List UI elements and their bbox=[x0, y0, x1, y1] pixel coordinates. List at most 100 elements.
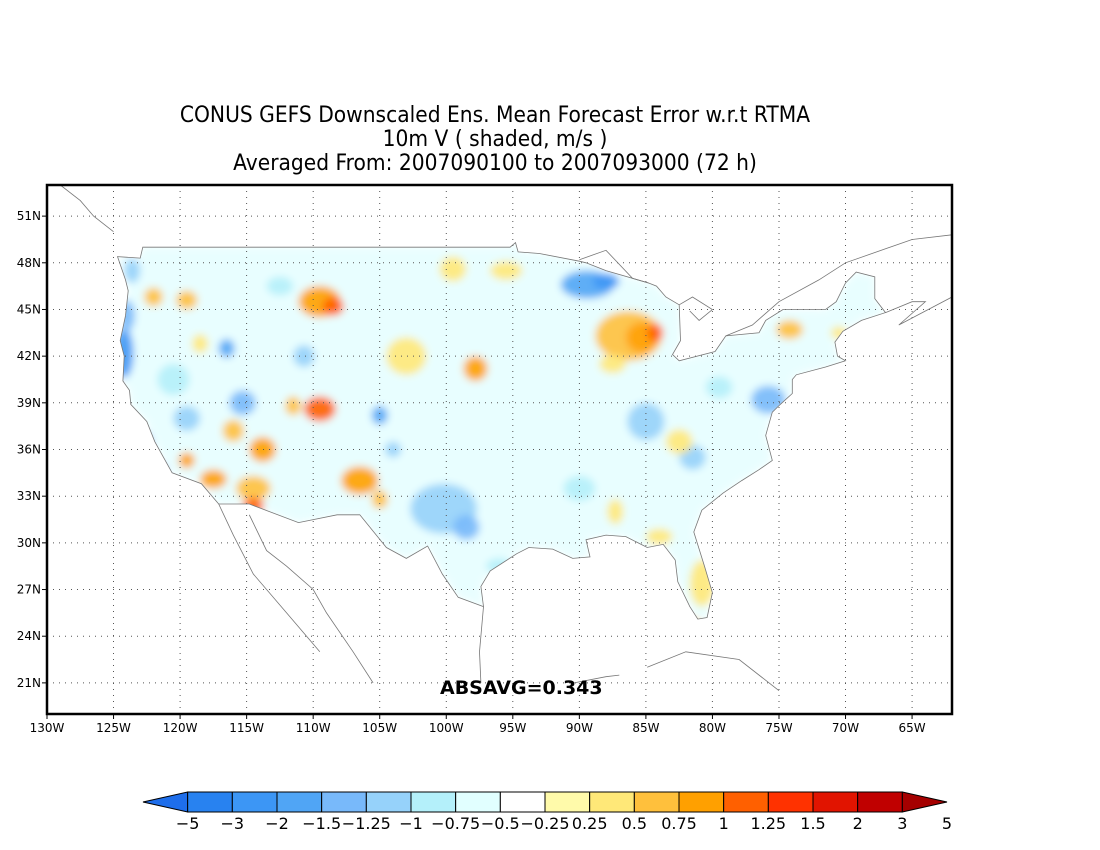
field-blob-33 bbox=[322, 297, 344, 316]
field-blob-36 bbox=[341, 466, 379, 495]
lat-label-1: 24N bbox=[17, 629, 41, 643]
colorbar-swatch-3 bbox=[276, 791, 323, 813]
colorbar-swatch-17 bbox=[901, 791, 948, 813]
field-blob-2 bbox=[124, 258, 141, 283]
field-blob-29 bbox=[200, 469, 227, 489]
colorbar-label-3: −1.5 bbox=[302, 814, 341, 833]
colorbar-swatch-5 bbox=[365, 791, 412, 813]
lon-label-7: 95W bbox=[499, 721, 526, 735]
coast-line-6 bbox=[725, 234, 952, 337]
field-blob-12 bbox=[385, 441, 401, 458]
lon-label-12: 70W bbox=[832, 721, 859, 735]
lon-label-1: 125W bbox=[96, 721, 131, 735]
colorbar-label-13: 1.25 bbox=[750, 814, 786, 833]
colorbar-swatch-7 bbox=[455, 791, 501, 813]
map-title-line2: 10m V ( shaded, m/s ) bbox=[382, 127, 608, 152]
colorbar-label-6: −0.75 bbox=[431, 814, 480, 833]
lat-label-9: 48N bbox=[17, 256, 41, 270]
field-blob-40 bbox=[439, 256, 467, 282]
colorbar-swatch-6 bbox=[410, 791, 457, 813]
field-blob-45 bbox=[599, 354, 626, 374]
field-blob-24 bbox=[176, 290, 198, 310]
coast-line-2 bbox=[248, 514, 374, 684]
field-clip-group bbox=[117, 242, 886, 620]
lon-label-13: 65W bbox=[899, 721, 926, 735]
absavg-annotation: ABSAVG=0.343 bbox=[440, 677, 603, 699]
colorbar-label-2: −2 bbox=[265, 814, 289, 833]
field-blob-37 bbox=[371, 490, 388, 509]
coast-line-4 bbox=[573, 674, 620, 684]
lat-label-4: 33N bbox=[17, 489, 41, 503]
field-blob-7 bbox=[173, 406, 200, 431]
map-title-line1: CONUS GEFS Downscaled Ens. Mean Forecast… bbox=[179, 103, 811, 128]
colorbar-swatch-14 bbox=[767, 791, 814, 813]
field-blob-0 bbox=[117, 328, 134, 378]
field-blob-10 bbox=[266, 276, 294, 296]
coastlines bbox=[60, 185, 952, 692]
axis-labels: 130W 125W 120W 115W 110W 105W 100W 95W 90W 85W 80W… bbox=[17, 209, 926, 735]
colorbar-label-1: −3 bbox=[221, 814, 245, 833]
field-blob-8 bbox=[229, 390, 256, 416]
lat-label-0: 21N bbox=[17, 676, 41, 690]
field-blob-48 bbox=[689, 560, 714, 607]
field-blob-20 bbox=[751, 385, 786, 414]
coast-line-1 bbox=[218, 503, 321, 653]
lon-label-11: 75W bbox=[765, 721, 792, 735]
colorbar-swatch-10 bbox=[589, 791, 635, 813]
field-blob-50 bbox=[645, 528, 673, 545]
lon-label-2: 120W bbox=[163, 721, 198, 735]
field-blob-9 bbox=[293, 345, 315, 367]
field-blob-44 bbox=[647, 323, 664, 343]
colorbar-swatch-11 bbox=[633, 791, 680, 813]
lon-label-3: 115W bbox=[229, 721, 264, 735]
coast-line-0 bbox=[60, 185, 114, 233]
colorbar-label-12: 1 bbox=[719, 814, 729, 833]
field-blob-35 bbox=[285, 396, 302, 416]
field-blobs bbox=[117, 242, 886, 620]
colorbar-swatch-2 bbox=[231, 791, 278, 813]
colorbar-label-5: −1 bbox=[399, 814, 423, 833]
lat-label-8: 45N bbox=[17, 303, 41, 317]
lat-label-7: 42N bbox=[17, 349, 41, 363]
field-blob-18 bbox=[627, 402, 665, 441]
colorbar-label-10: 0.5 bbox=[622, 814, 647, 833]
field-blob-30 bbox=[178, 452, 195, 469]
colorbar-label-17: 5 bbox=[942, 814, 952, 833]
colorbar-swatch-4 bbox=[321, 791, 367, 813]
lon-label-5: 105W bbox=[362, 721, 397, 735]
field-blob-21 bbox=[705, 376, 733, 399]
field-blob-27 bbox=[249, 437, 276, 462]
lon-label-10: 80W bbox=[699, 721, 726, 735]
colorbar-swatch-9 bbox=[544, 791, 591, 813]
field-blob-25 bbox=[192, 334, 209, 354]
lat-label-6: 39N bbox=[17, 396, 41, 410]
lon-label-8: 90W bbox=[566, 721, 593, 735]
field-blob-28 bbox=[236, 476, 271, 501]
coast-line-9 bbox=[678, 296, 714, 321]
map-title-line3: Averaged From: 2007090100 to 2007093000 … bbox=[233, 151, 757, 176]
field-blob-38 bbox=[386, 337, 427, 375]
lon-label-0: 130W bbox=[30, 721, 65, 735]
lat-label-3: 30N bbox=[17, 536, 41, 550]
coast-line-5 bbox=[647, 651, 780, 692]
colorbar-label-9: 0.25 bbox=[572, 814, 608, 833]
field-blob-49 bbox=[669, 617, 702, 620]
coast-line-3 bbox=[479, 606, 484, 683]
colorbar-label-15: 2 bbox=[853, 814, 863, 833]
colorbar-swatch-12 bbox=[678, 791, 725, 813]
field-blob-34 bbox=[303, 396, 336, 422]
coast-line-8 bbox=[579, 249, 649, 284]
field-blob-23 bbox=[144, 287, 163, 307]
lat-label-5: 36N bbox=[17, 443, 41, 457]
lon-label-4: 110W bbox=[296, 721, 331, 735]
colorbar-label-16: 3 bbox=[897, 814, 907, 833]
colorbar-swatch-13 bbox=[723, 791, 769, 813]
coast-line-7 bbox=[885, 296, 952, 326]
field-background bbox=[117, 242, 886, 620]
field-blob-5 bbox=[157, 363, 190, 396]
colorbar-swatch-1 bbox=[187, 791, 233, 813]
colorbar-label-8: −0.25 bbox=[520, 814, 569, 833]
lon-label-9: 85W bbox=[632, 721, 659, 735]
colorbar-swatch-15 bbox=[812, 791, 859, 813]
